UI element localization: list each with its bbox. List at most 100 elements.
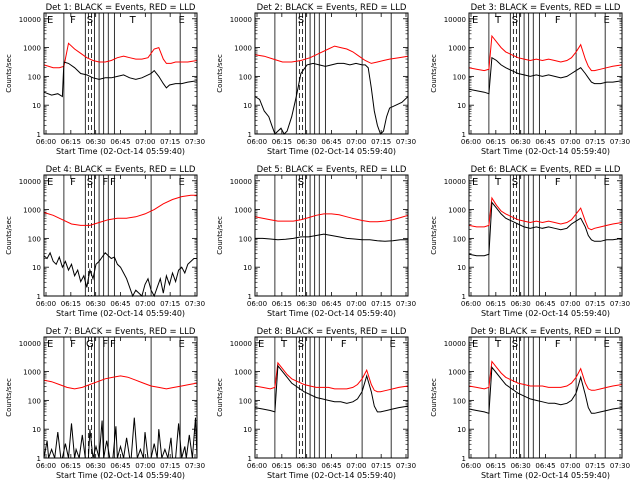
y-axis-label: Counts/sec	[216, 378, 224, 417]
panel-title: Det 4: BLACK = Events, RED = LLD	[46, 165, 196, 175]
panel-title: Det 5: BLACK = Events, RED = LLD	[257, 165, 407, 175]
lld-series-line	[254, 361, 409, 393]
x-tick-label: 06:45	[110, 462, 130, 470]
x-tick-label: 07:30	[185, 300, 205, 308]
detector-panel: Det 9: BLACK = Events, RED = LLD Counts/s…	[430, 327, 630, 480]
events-series-line	[43, 417, 198, 459]
x-tick-label: 07:00	[346, 300, 366, 308]
x-tick-label: 06:15	[272, 462, 292, 470]
y-tick-label: 1000	[448, 45, 466, 53]
lld-series-line	[43, 42, 198, 69]
y-tick-label: 1000	[23, 207, 41, 215]
x-tick-label: 06:15	[486, 462, 506, 470]
x-tick-label: 07:15	[160, 138, 180, 146]
y-tick-label: 10	[457, 426, 466, 434]
y-axis-label: Counts/sec	[430, 216, 438, 255]
y-tick-label: 100	[453, 235, 466, 243]
y-tick-label: 10000	[444, 16, 466, 24]
y-tick-label: 10	[32, 264, 41, 272]
x-tick-label: 06:30	[86, 300, 106, 308]
x-tick-label: 06:15	[61, 462, 81, 470]
x-axis-label: Start Time (02-Oct-14 05:59:40)	[56, 147, 185, 156]
x-tick-label: 07:15	[160, 462, 180, 470]
x-tick-label: 06:30	[511, 462, 531, 470]
events-series-line	[468, 56, 623, 95]
region-label: E	[258, 339, 264, 350]
lld-series-line	[254, 45, 409, 64]
y-tick-label: 1	[462, 455, 466, 463]
x-tick-label: 07:00	[135, 462, 155, 470]
region-label: F	[70, 15, 76, 26]
y-tick-label: 10	[243, 264, 252, 272]
x-tick-label: 06:00	[36, 300, 56, 308]
x-tick-label: 06:45	[321, 138, 341, 146]
y-axis-label: Counts/sec	[430, 54, 438, 93]
y-tick-label: 100	[28, 73, 41, 81]
panel-title: Det 6: BLACK = Events, RED = LLD	[471, 165, 621, 175]
region-label: S	[512, 339, 518, 350]
y-tick-label: 10000	[19, 178, 41, 186]
region-label: E	[604, 177, 610, 188]
y-tick-label: 1000	[448, 369, 466, 377]
x-tick-label: 06:00	[247, 462, 267, 470]
x-tick-label: 07:30	[396, 462, 416, 470]
region-label: E	[179, 339, 185, 350]
plot-frame	[254, 12, 409, 135]
x-tick-label: 07:15	[585, 138, 605, 146]
y-tick-label: 1	[462, 131, 466, 139]
region-label: F	[70, 177, 76, 188]
region-label: T	[494, 177, 502, 188]
region-label: F	[70, 339, 76, 350]
x-tick-label: 07:00	[346, 462, 366, 470]
x-axis-label: Start Time (02-Oct-14 05:59:40)	[267, 147, 396, 156]
plot-frame	[254, 174, 409, 297]
y-tick-label: 1000	[448, 207, 466, 215]
x-tick-label: 06:15	[272, 138, 292, 146]
region-label: F	[555, 177, 561, 188]
region-label: F	[102, 177, 108, 188]
events-series-line	[468, 201, 623, 257]
plot-frame	[468, 174, 623, 297]
region-label: F	[110, 339, 116, 350]
x-tick-label: 06:45	[321, 300, 341, 308]
x-axis-label: Start Time (02-Oct-14 05:59:40)	[481, 471, 610, 480]
panel-title: Det 8: BLACK = Events, RED = LLD	[257, 327, 407, 337]
lld-series-line	[254, 213, 409, 223]
region-label: F	[110, 177, 116, 188]
y-tick-label: 1000	[234, 45, 252, 53]
events-series-line	[254, 62, 409, 135]
x-tick-label: 07:00	[560, 300, 580, 308]
x-tick-label: 07:15	[371, 138, 391, 146]
x-axis-label: Start Time (02-Oct-14 05:59:40)	[267, 471, 396, 480]
detector-panel: Det 7: BLACK = Events, RED = LLD Counts/s…	[5, 327, 205, 480]
plot-frame	[43, 12, 198, 135]
x-tick-label: 07:00	[135, 138, 155, 146]
x-axis-label: Start Time (02-Oct-14 05:59:40)	[267, 309, 396, 318]
x-tick-label: 06:45	[110, 300, 130, 308]
events-series-line	[254, 364, 409, 413]
detector-panel: Det 1: BLACK = Events, RED = LLD Counts/s…	[5, 3, 205, 156]
x-tick-label: 06:45	[321, 462, 341, 470]
region-label: T	[494, 339, 502, 350]
x-axis-label: Start Time (02-Oct-14 05:59:40)	[481, 147, 610, 156]
x-tick-label: 07:15	[160, 300, 180, 308]
plot-frame	[468, 12, 623, 135]
y-tick-label: 10000	[230, 340, 252, 348]
lld-series-line	[468, 360, 623, 391]
detector-panel: Det 4: BLACK = Events, RED = LLD Counts/s…	[5, 165, 205, 318]
y-tick-label: 10	[243, 426, 252, 434]
y-tick-label: 10	[32, 102, 41, 110]
lld-series-line	[468, 196, 623, 231]
x-tick-label: 07:00	[560, 138, 580, 146]
region-label: E	[604, 339, 610, 350]
lld-series-line	[43, 375, 198, 390]
x-tick-label: 06:00	[461, 462, 481, 470]
x-tick-label: 06:30	[511, 300, 531, 308]
detector-panel: Det 5: BLACK = Events, RED = LLD Counts/s…	[216, 165, 416, 318]
y-tick-label: 10000	[444, 178, 466, 186]
y-axis-label: Counts/sec	[5, 378, 13, 417]
x-tick-label: 07:30	[396, 138, 416, 146]
x-tick-label: 06:00	[247, 300, 267, 308]
x-tick-label: 06:30	[511, 138, 531, 146]
region-label: T	[129, 15, 137, 26]
